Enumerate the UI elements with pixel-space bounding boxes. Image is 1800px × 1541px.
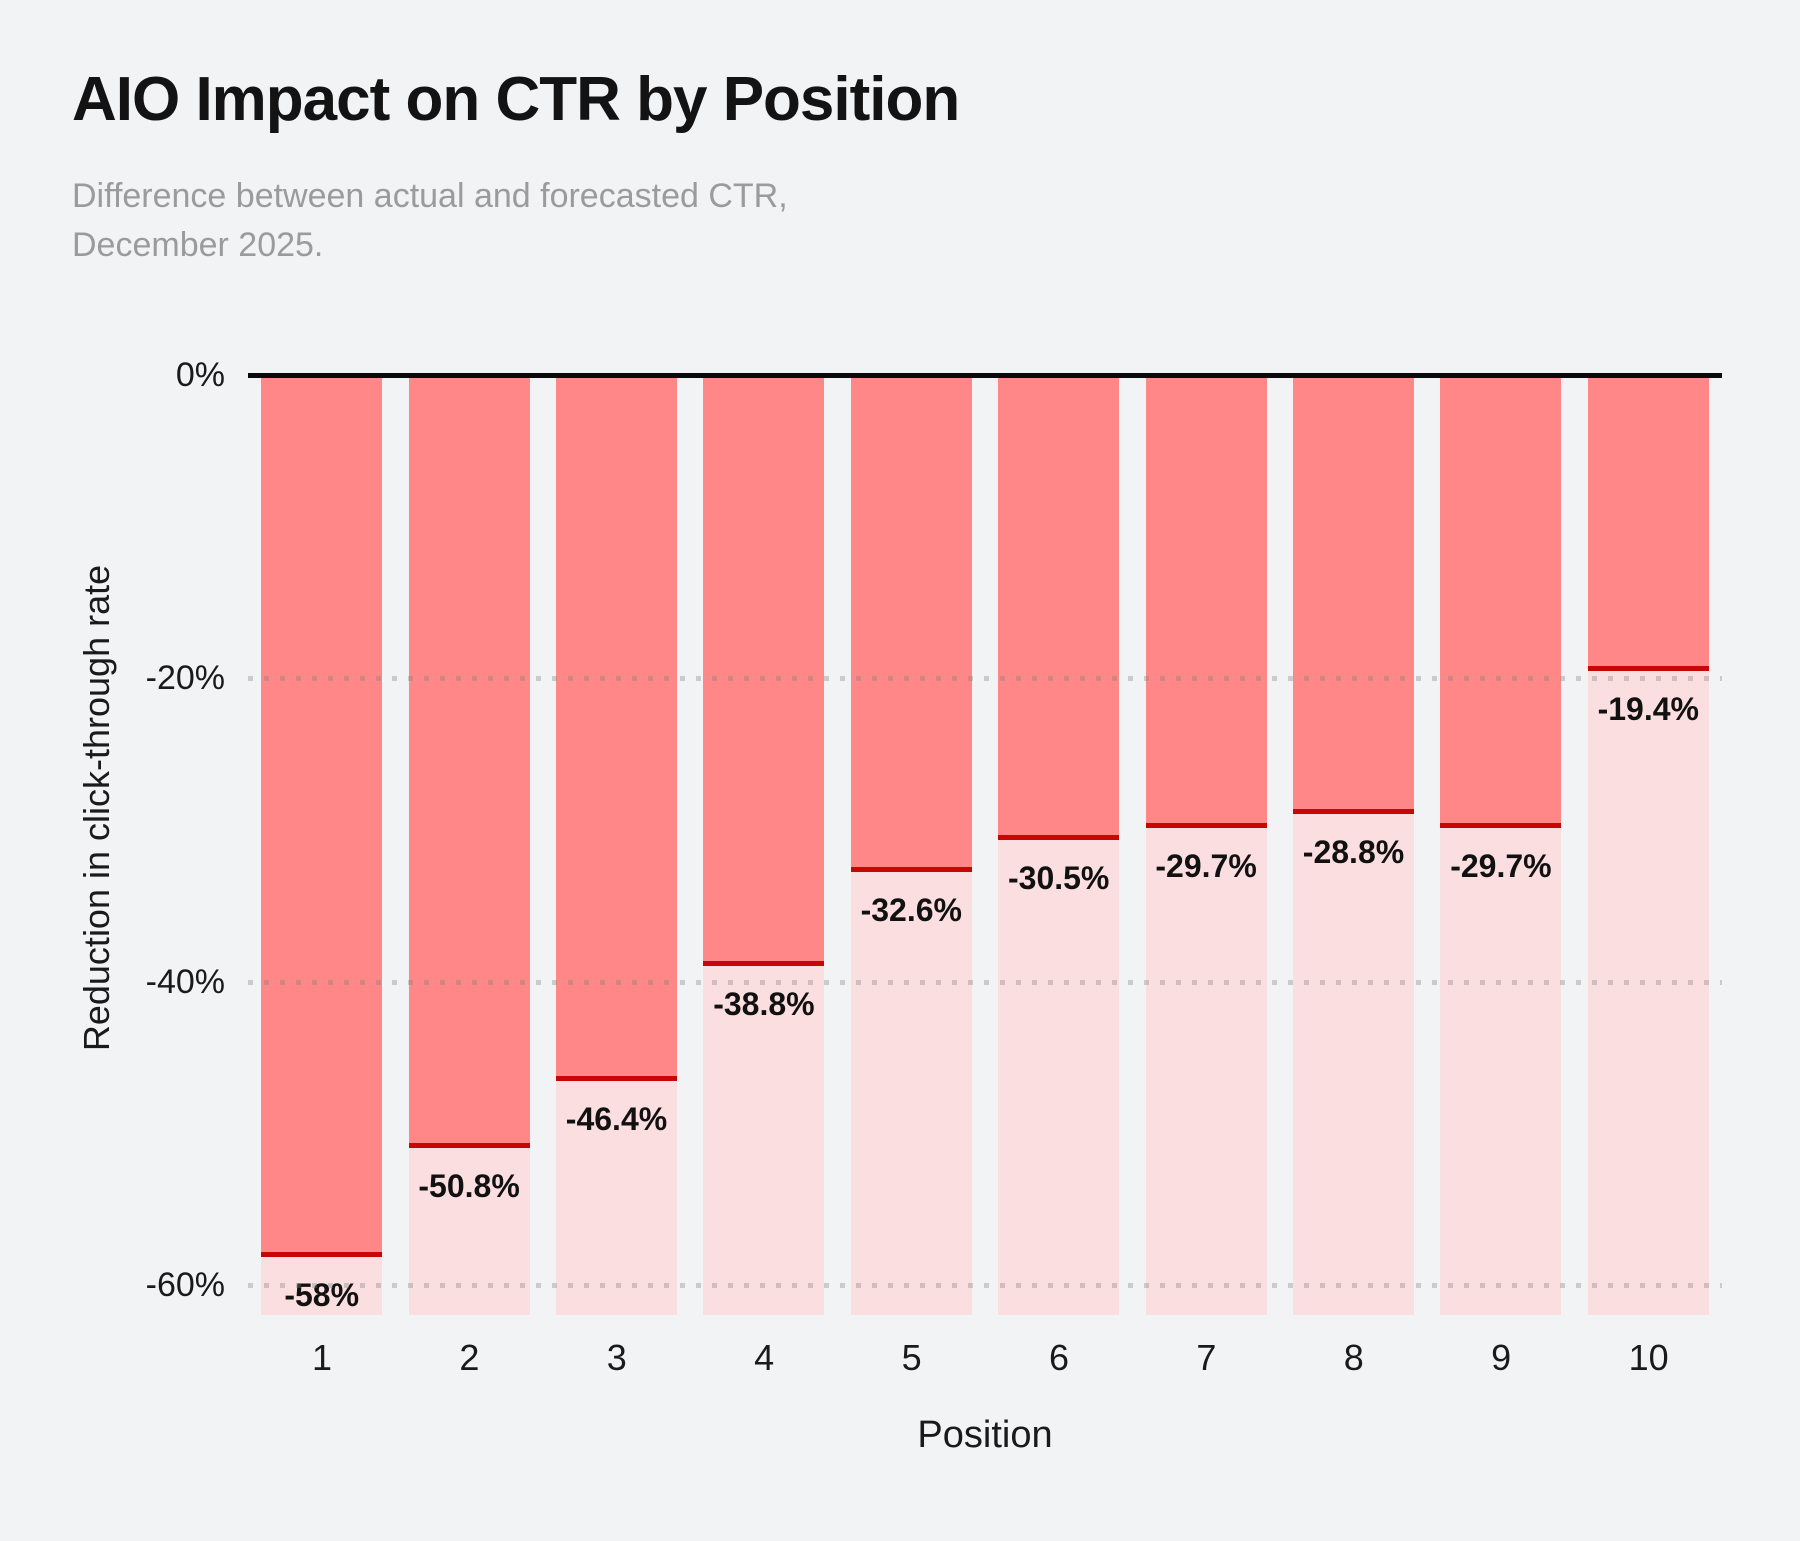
value-marker-line bbox=[408, 1143, 530, 1148]
gridline bbox=[248, 676, 1722, 681]
bar-forecast-segment bbox=[703, 966, 825, 1315]
bar-forecast-segment bbox=[1440, 828, 1562, 1315]
bar: -29.7% bbox=[1145, 375, 1267, 1315]
x-tick-label: 10 bbox=[1628, 1337, 1669, 1378]
plot-area: -58% -50.8% -46.4% -38.8% -32.6% -30.5% -29.7%… bbox=[248, 373, 1722, 1315]
bar-actual-segment bbox=[1587, 375, 1709, 666]
x-tick-label: 6 bbox=[1048, 1337, 1070, 1378]
bar: -19.4% bbox=[1587, 375, 1709, 1315]
value-marker-line bbox=[1145, 823, 1267, 828]
bar-forecast-segment bbox=[408, 1148, 530, 1315]
bar-actual-segment bbox=[408, 375, 530, 1143]
bar: -38.8% bbox=[703, 375, 825, 1315]
bar-forecast-segment bbox=[998, 840, 1120, 1315]
bar-forecast-segment bbox=[1145, 828, 1267, 1315]
bar: -28.8% bbox=[1293, 375, 1414, 1315]
x-axis-zero-line bbox=[248, 373, 1722, 378]
value-label: -30.5% bbox=[1007, 860, 1110, 896]
bar: -32.6% bbox=[850, 375, 972, 1315]
value-label: -19.4% bbox=[1597, 691, 1699, 727]
value-marker-line bbox=[1293, 809, 1414, 814]
x-tick-label: 2 bbox=[459, 1337, 480, 1378]
bar: -50.8% bbox=[408, 375, 530, 1315]
value-label: -32.6% bbox=[860, 892, 962, 928]
bar-actual-segment bbox=[261, 375, 383, 1252]
value-marker-line bbox=[1587, 666, 1709, 671]
value-marker-line bbox=[261, 1252, 383, 1257]
x-tick-label: 4 bbox=[754, 1337, 775, 1378]
x-tick-label: 9 bbox=[1491, 1337, 1512, 1378]
value-label: -38.8% bbox=[713, 986, 815, 1022]
gridline bbox=[248, 1283, 1722, 1288]
chart-subtitle-line-2: December 2025. bbox=[72, 226, 324, 265]
bar-forecast-segment bbox=[556, 1081, 677, 1315]
bar-actual-segment bbox=[998, 375, 1120, 835]
x-tick-label: 5 bbox=[901, 1337, 922, 1378]
bar: -46.4% bbox=[556, 375, 677, 1315]
value-marker-line bbox=[703, 961, 825, 966]
y-tick-label: -60% bbox=[145, 1266, 225, 1304]
bar-actual-segment bbox=[1145, 375, 1267, 823]
bar-actual-segment bbox=[1440, 375, 1562, 823]
y-tick-label: 0% bbox=[175, 356, 225, 394]
bar-forecast-segment bbox=[261, 1257, 383, 1315]
x-tick-label: 3 bbox=[606, 1337, 627, 1378]
value-label: -46.4% bbox=[565, 1101, 668, 1137]
value-marker-line bbox=[850, 867, 972, 872]
bar-forecast-segment bbox=[850, 872, 972, 1315]
bar: -30.5% bbox=[998, 375, 1120, 1315]
value-marker-line bbox=[998, 835, 1120, 840]
chart-subtitle-line-1: Difference between actual and forecasted… bbox=[72, 177, 788, 215]
value-marker-line bbox=[1440, 823, 1562, 828]
value-label: -50.8% bbox=[418, 1168, 520, 1204]
bar: -29.7% bbox=[1440, 375, 1562, 1315]
value-label: -28.8% bbox=[1302, 834, 1405, 870]
value-label: -29.7% bbox=[1450, 848, 1552, 884]
x-axis-title: Position bbox=[917, 1414, 1053, 1456]
value-label: -29.7% bbox=[1155, 848, 1257, 884]
x-tick-label: 7 bbox=[1196, 1337, 1217, 1378]
bar-actual-segment bbox=[703, 375, 825, 961]
bar-forecast-segment bbox=[1587, 671, 1709, 1315]
value-marker-line bbox=[556, 1076, 677, 1081]
x-tick-label: 1 bbox=[311, 1337, 333, 1378]
chart-title: AIO Impact on CTR by Position bbox=[72, 65, 960, 134]
gridline bbox=[248, 980, 1722, 985]
bar-actual-segment bbox=[1293, 375, 1414, 809]
bar-actual-segment bbox=[850, 375, 972, 867]
y-tick-label: -40% bbox=[145, 963, 225, 1001]
x-tick-label: 8 bbox=[1343, 1337, 1364, 1378]
y-tick-label: -20% bbox=[145, 659, 225, 697]
bar-actual-segment bbox=[556, 375, 677, 1076]
bar: -58% bbox=[261, 375, 383, 1315]
chart-subtitle: Difference between actual and forecasted… bbox=[72, 172, 788, 271]
value-label: -58% bbox=[284, 1277, 360, 1313]
bar-forecast-segment bbox=[1293, 814, 1414, 1315]
